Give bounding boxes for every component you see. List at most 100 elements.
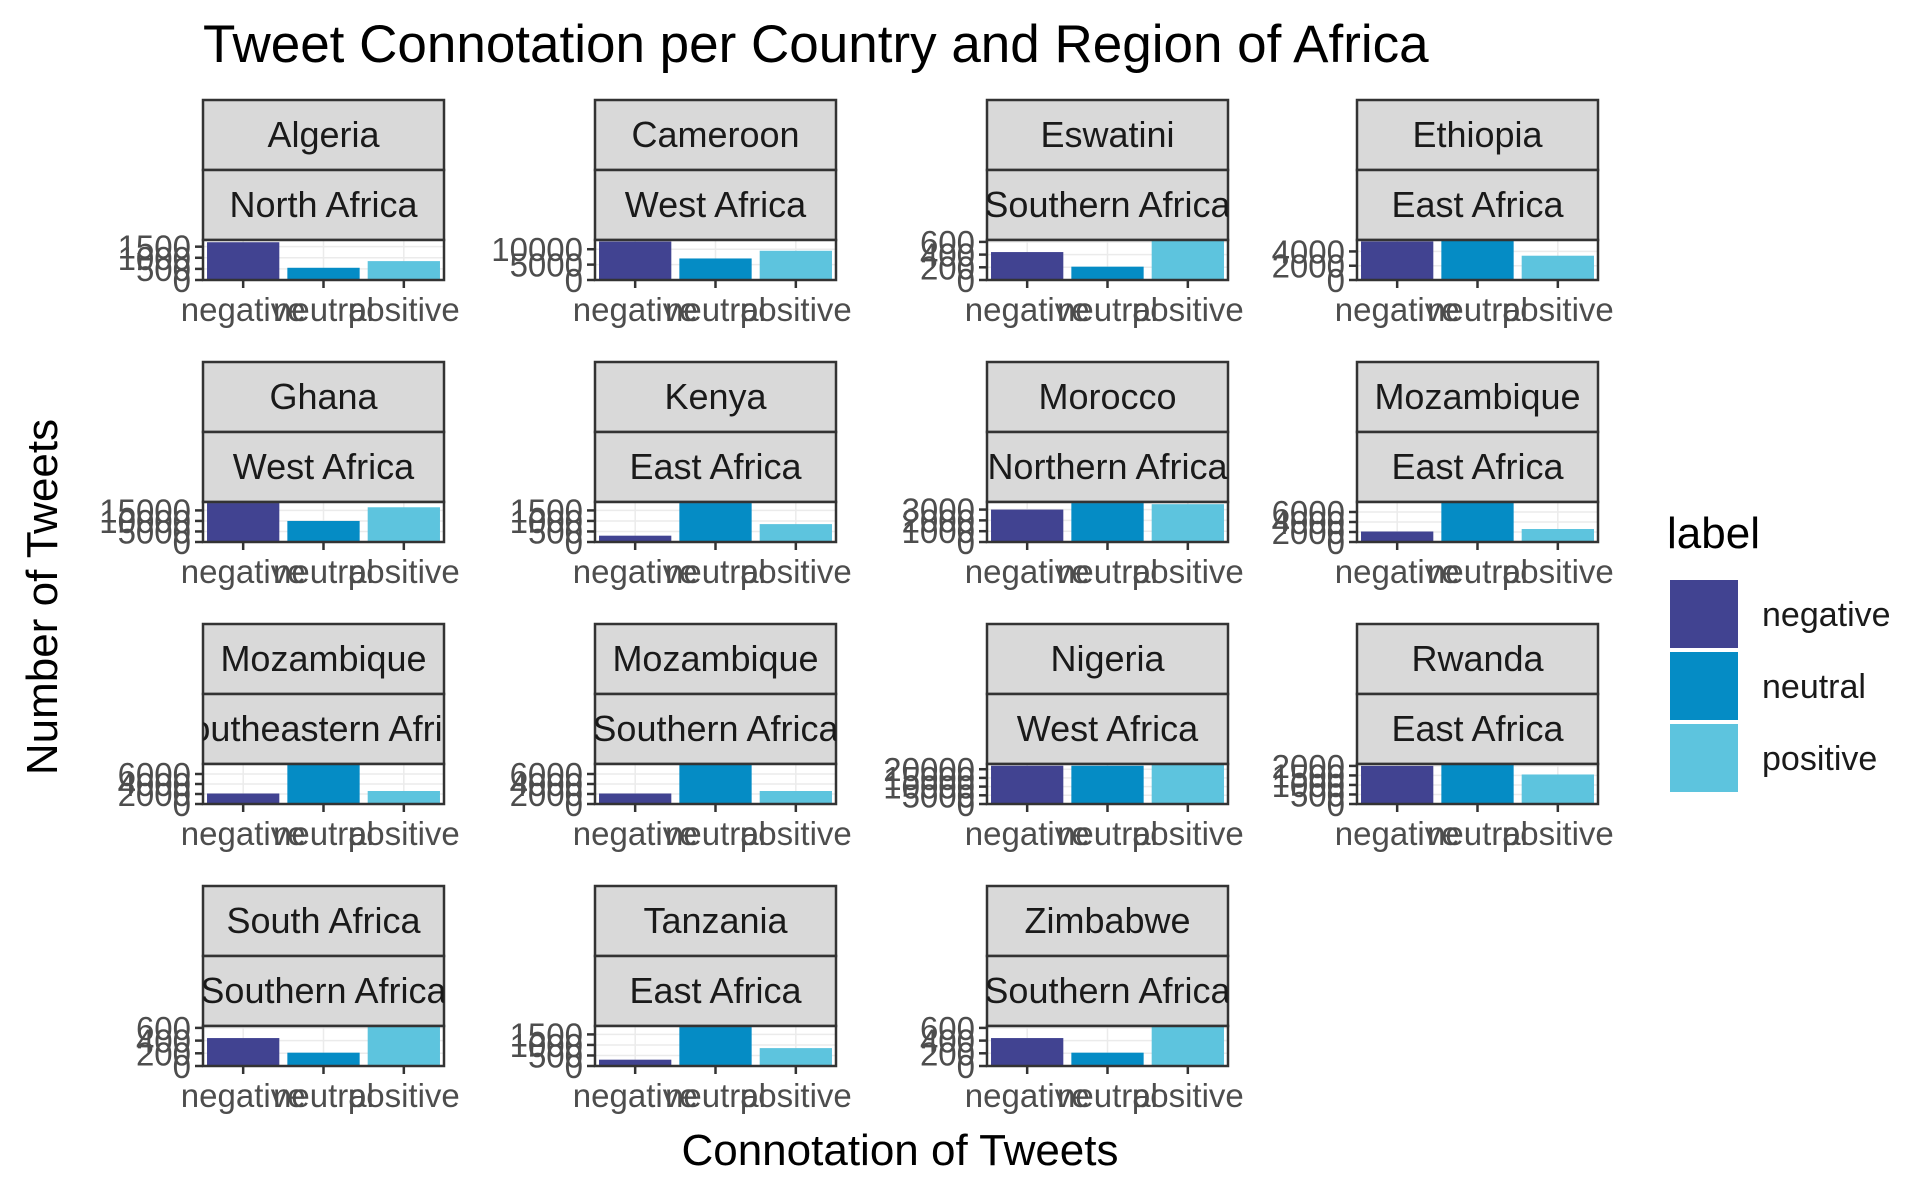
y-tick-label: 1000 [1272, 767, 1345, 804]
legend-label-positive: positive [1762, 740, 1877, 778]
y-tick-label: 0 [173, 1048, 191, 1085]
strip-country-label: Morocco [1038, 376, 1176, 417]
y-tick-label: 0 [1327, 524, 1345, 561]
legend: label negative neutral positive [1667, 509, 1891, 792]
strip-region [201, 430, 446, 504]
bar-negative [599, 793, 672, 804]
y-tick-label: 6000 [1272, 494, 1345, 531]
bar-negative [207, 793, 280, 804]
y-tick-label: 0 [957, 786, 975, 823]
strip-country-label: South Africa [226, 900, 421, 941]
x-tick-label: negative [965, 553, 1090, 590]
x-tick-label: neutral [1427, 553, 1528, 590]
y-tick-label: 5000 [510, 247, 583, 284]
strip-region-label: Southern Africa [592, 708, 839, 749]
y-tick-label: 6000 [510, 756, 583, 793]
y-tick-label: 400 [920, 237, 975, 274]
bar-negative [991, 509, 1064, 542]
strip-region-label: West Africa [625, 184, 807, 225]
bar-neutral [1071, 503, 1144, 542]
x-tick-label: neutral [1427, 815, 1528, 852]
x-tick-label: positive [740, 553, 852, 590]
y-tick-label: 600 [920, 224, 975, 261]
strip-region [1355, 692, 1600, 766]
strip-region-label: East Africa [629, 446, 802, 487]
strip-region [985, 954, 1230, 1028]
strip-region [201, 954, 446, 1028]
y-tick-label: 0 [565, 786, 583, 823]
bar-positive [1521, 774, 1594, 804]
strip-region [593, 430, 838, 504]
bar-neutral [287, 764, 360, 804]
bar-negative [207, 503, 280, 542]
strip-region-label: East Africa [629, 970, 802, 1011]
strip-region [985, 692, 1230, 766]
strip-country [985, 360, 1230, 434]
x-tick-label: negative [1335, 291, 1460, 328]
strip-country-label: Ethiopia [1412, 114, 1543, 155]
bar-neutral [1441, 764, 1514, 804]
strip-country [201, 884, 446, 958]
bar-negative [207, 1038, 280, 1066]
x-tick-label: neutral [1057, 553, 1158, 590]
y-tick-label: 500 [1290, 776, 1345, 813]
x-tick-label: neutral [665, 291, 766, 328]
x-tick-label: neutral [665, 815, 766, 852]
y-axis-title: Number of Tweets [18, 419, 67, 775]
y-tick-label: 0 [565, 262, 583, 299]
y-tick-label: 0 [957, 262, 975, 299]
bar-negative [599, 1059, 672, 1066]
strip-country [201, 98, 446, 172]
strip-region-label: East Africa [1391, 708, 1564, 749]
y-tick-label: 600 [920, 1010, 975, 1047]
x-tick-label: negative [965, 815, 1090, 852]
x-tick-label: positive [740, 815, 852, 852]
y-tick-label: 5000 [902, 777, 975, 814]
strip-country [1355, 98, 1600, 172]
bar-negative [991, 1038, 1064, 1066]
y-tick-label: 200 [920, 1035, 975, 1072]
x-tick-label: negative [181, 291, 306, 328]
y-tick-label: 5000 [118, 513, 191, 550]
bar-negative [991, 765, 1064, 804]
bar-positive [759, 791, 832, 804]
x-tick-label: neutral [273, 291, 374, 328]
x-tick-label: positive [348, 1077, 460, 1114]
x-tick-label: positive [1132, 553, 1244, 590]
x-tick-label: neutral [1057, 815, 1158, 852]
x-tick-label: neutral [1057, 1077, 1158, 1114]
y-tick-label: 500 [136, 251, 191, 288]
y-tick-label: 0 [957, 524, 975, 561]
x-tick-label: positive [348, 553, 460, 590]
x-tick-label: negative [965, 291, 1090, 328]
bar-positive [1151, 240, 1224, 280]
bar-neutral [1071, 1052, 1144, 1066]
strip-country-label: Eswatini [1040, 114, 1174, 155]
bar-positive [759, 524, 832, 542]
strip-region [985, 430, 1230, 504]
x-tick-label: positive [348, 815, 460, 852]
bar-negative [207, 242, 280, 280]
y-tick-label: 2000 [1272, 748, 1345, 785]
strip-region-label: East Africa [1391, 184, 1564, 225]
y-tick-label: 20000 [883, 751, 975, 788]
bar-positive [1521, 529, 1594, 542]
strip-country-label: Cameroon [631, 114, 799, 155]
strip-region-label: Northern Africa [987, 446, 1228, 487]
x-tick-label: negative [573, 553, 698, 590]
y-tick-label: 2000 [1272, 248, 1345, 285]
y-tick-label: 1500 [118, 229, 191, 266]
bar-negative [599, 241, 672, 280]
bar-negative [1361, 531, 1434, 542]
x-tick-label: neutral [1427, 291, 1528, 328]
strip-region-label: West Africa [233, 446, 415, 487]
strip-region [201, 168, 446, 242]
x-tick-label: negative [573, 1077, 698, 1114]
bar-positive [759, 1048, 832, 1066]
x-tick-label: positive [1502, 815, 1614, 852]
bar-positive [1151, 504, 1224, 542]
strip-region-label: Southeastern Africa [166, 708, 481, 749]
bar-neutral [679, 1027, 752, 1066]
